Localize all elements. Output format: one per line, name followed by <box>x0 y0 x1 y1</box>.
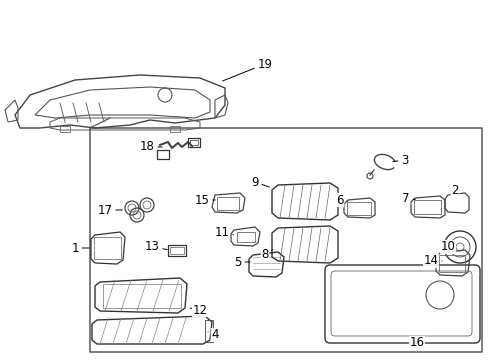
Bar <box>438 255 464 272</box>
Text: 1: 1 <box>71 242 89 255</box>
Bar <box>204 320 213 342</box>
Text: 10: 10 <box>440 240 454 253</box>
Text: 7: 7 <box>402 192 414 204</box>
Text: 6: 6 <box>336 194 346 207</box>
Text: 16: 16 <box>408 337 424 350</box>
Bar <box>346 202 370 215</box>
Text: 17: 17 <box>97 203 122 216</box>
Bar <box>190 140 198 145</box>
Bar <box>157 150 169 159</box>
Text: 4: 4 <box>207 328 218 342</box>
Bar <box>237 232 254 242</box>
Text: 5: 5 <box>234 256 250 269</box>
Bar <box>168 245 185 256</box>
Text: 8: 8 <box>261 248 272 261</box>
Text: 15: 15 <box>194 194 215 207</box>
Bar <box>187 138 200 147</box>
Text: 19: 19 <box>222 58 272 81</box>
Bar <box>103 284 181 308</box>
Text: 9: 9 <box>251 175 269 189</box>
Text: 13: 13 <box>144 240 167 253</box>
Text: 3: 3 <box>392 153 408 166</box>
Bar <box>217 197 239 210</box>
Text: 18: 18 <box>139 140 162 153</box>
Text: 2: 2 <box>450 184 458 197</box>
Text: 12: 12 <box>190 303 207 316</box>
Bar <box>170 247 183 254</box>
Bar <box>60 126 70 132</box>
Bar <box>413 200 440 214</box>
Bar <box>170 126 180 132</box>
Bar <box>94 237 121 259</box>
Text: 14: 14 <box>423 255 441 267</box>
Text: 11: 11 <box>214 226 233 239</box>
